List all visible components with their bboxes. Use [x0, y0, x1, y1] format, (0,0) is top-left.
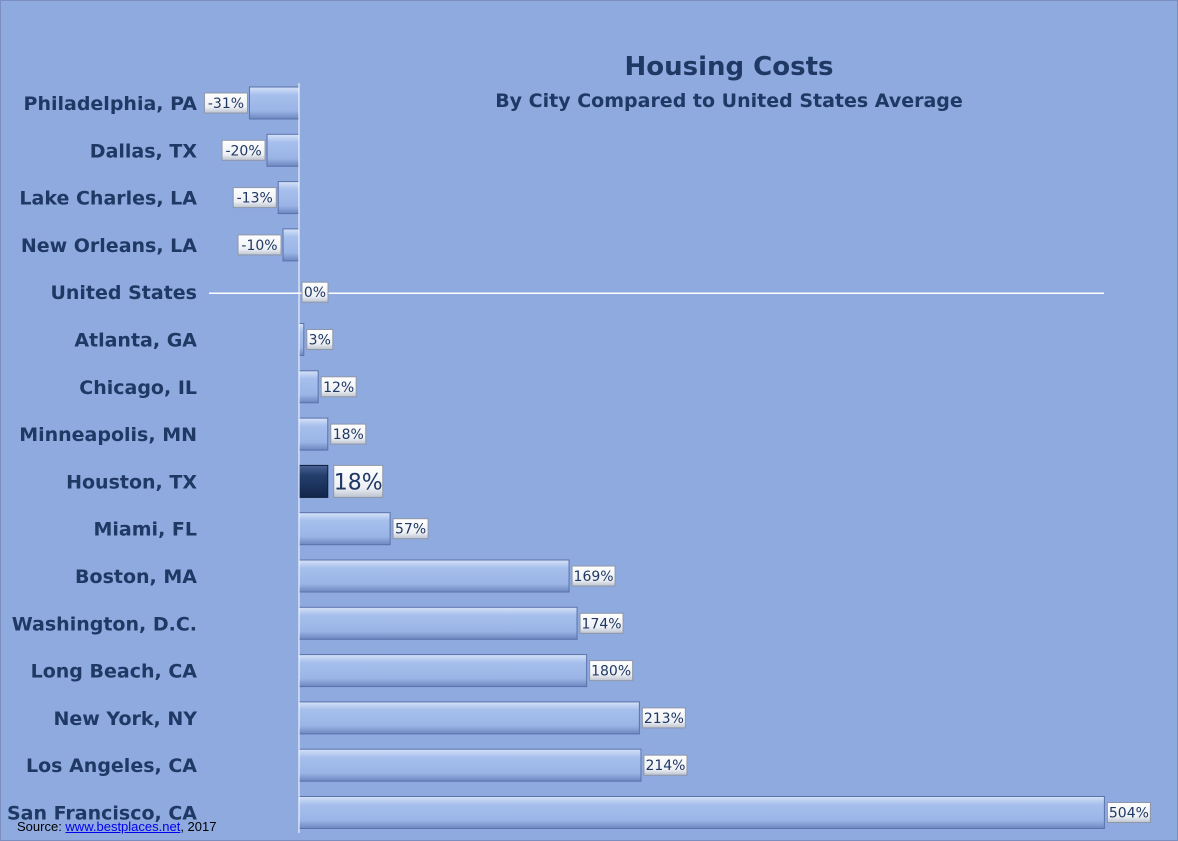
category-label-atlanta-ga: Atlanta, GA [74, 330, 197, 352]
source-link[interactable]: www.bestplaces.net [65, 819, 181, 834]
data-label-united-states: 0% [304, 285, 326, 301]
data-label-box-new-orleans-la [237, 234, 282, 256]
category-label-new-york-ny: New York, NY [53, 708, 197, 730]
data-label-box-houston-tx [333, 464, 384, 498]
category-label-los-angeles-ca: Los Angeles, CA [26, 755, 197, 777]
data-label-boston-ma: 169% [574, 569, 614, 585]
category-label-long-beach-ca: Long Beach, CA [31, 661, 198, 683]
data-label-box-united-states [301, 281, 329, 303]
bars-layer [209, 86, 1105, 829]
bar-chicago-il [298, 370, 319, 404]
bar-dallas-tx [266, 133, 300, 167]
bar-new-york-ny [298, 701, 640, 735]
bar-atlanta-ga [298, 323, 305, 356]
category-label-philadelphia-pa: Philadelphia, PA [24, 93, 198, 115]
data-label-philadelphia-pa: -31% [208, 96, 244, 112]
bar-new-orleans-la [282, 228, 300, 262]
bar-houston-tx [298, 464, 329, 498]
data-label-box-atlanta-ga [306, 329, 334, 350]
category-label-minneapolis-mn: Minneapolis, MN [19, 424, 197, 446]
category-label-washington-d-c: Washington, D.C. [12, 613, 197, 635]
data-label-lake-charles-la: -13% [237, 191, 273, 207]
data-label-box-miami-fl [392, 518, 429, 540]
bar-philadelphia-pa [248, 86, 300, 120]
data-label-box-long-beach-ca [589, 660, 634, 682]
bar-boston-ma [298, 559, 570, 593]
data-label-houston-tx: 18% [334, 470, 383, 495]
data-label-box-boston-ma [571, 565, 616, 587]
data-label-new-orleans-la: -10% [241, 238, 277, 254]
category-label-united-states: United States [50, 282, 197, 304]
data-label-washington-d-c: 174% [582, 616, 622, 632]
data-label-dallas-tx: -20% [225, 143, 261, 159]
source-suffix: , 2017 [180, 819, 217, 834]
source-note: Source: www.bestplaces.net, 2017 [17, 819, 216, 834]
data-label-box-washington-d-c [579, 612, 624, 634]
category-label-houston-tx: Houston, TX [66, 471, 197, 493]
category-label-san-francisco-ca: San Francisco, CA [7, 803, 197, 825]
category-label-lake-charles-la: Lake Charles, LA [19, 188, 197, 210]
bar-los-angeles-ca [298, 748, 642, 782]
data-label-miami-fl: 57% [395, 522, 426, 538]
bar-lake-charles-la [277, 181, 300, 215]
data-label-chicago-il: 12% [323, 380, 354, 396]
data-label-box-lake-charles-la [232, 187, 277, 209]
bar-miami-fl [298, 512, 391, 546]
data-label-box-san-francisco-ca [1106, 802, 1151, 823]
data-label-box-minneapolis-mn [330, 423, 367, 445]
data-label-box-new-york-ny [641, 707, 686, 729]
data-label-long-beach-ca: 180% [591, 664, 631, 680]
category-label-boston-ma: Boston, MA [75, 566, 197, 588]
category-label-dallas-tx: Dallas, TX [90, 140, 198, 162]
bar-minneapolis-mn [298, 417, 329, 451]
bar-san-francisco-ca [298, 796, 1105, 829]
data-label-los-angeles-ca: 214% [645, 758, 685, 774]
data-label-box-dallas-tx [221, 139, 266, 161]
chart-title: Housing Costs [624, 52, 833, 82]
data-label-box-philadelphia-pa [203, 92, 248, 114]
data-label-atlanta-ga: 3% [309, 333, 331, 349]
data-label-new-york-ny: 213% [644, 711, 684, 727]
category-label-miami-fl: Miami, FL [94, 519, 197, 541]
labels-layer: Philadelphia, PA -31% Dallas, TX -20% Lake C… [7, 92, 1151, 825]
data-label-box-los-angeles-ca [643, 754, 688, 776]
category-label-chicago-il: Chicago, IL [79, 377, 197, 399]
bar-washington-d-c [298, 606, 578, 640]
source-prefix: Source: [17, 819, 66, 834]
category-label-new-orleans-la: New Orleans, LA [21, 235, 197, 257]
data-label-san-francisco-ca: 504% [1109, 806, 1149, 822]
bar-long-beach-ca [298, 654, 588, 688]
chart-subtitle: By City Compared to United States Averag… [495, 90, 963, 112]
data-label-minneapolis-mn: 18% [333, 427, 364, 443]
data-label-box-chicago-il [320, 376, 357, 398]
